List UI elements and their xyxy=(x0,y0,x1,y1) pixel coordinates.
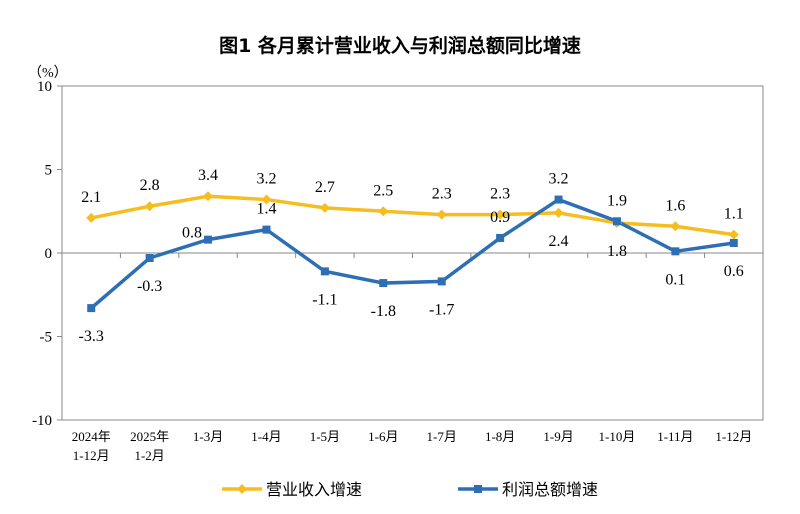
data-label: -1.7 xyxy=(429,301,454,318)
data-label: -1.1 xyxy=(312,291,337,308)
data-point xyxy=(553,207,564,218)
data-point xyxy=(729,238,738,247)
data-point xyxy=(262,225,271,234)
data-label: 2.8 xyxy=(140,177,160,194)
data-label: 1.9 xyxy=(607,192,627,209)
data-label: 3.2 xyxy=(549,171,569,188)
data-point xyxy=(145,254,154,263)
data-point xyxy=(728,229,739,240)
series-line xyxy=(90,194,735,237)
y-tick-label: 0 xyxy=(45,246,53,262)
legend-marker xyxy=(474,485,482,493)
data-label: 0.8 xyxy=(182,225,202,242)
legend-marker xyxy=(237,484,247,494)
y-tick-label: -10 xyxy=(32,413,52,429)
x-tick-label: 1-2月 xyxy=(134,448,164,463)
x-tick-label: 1-12月 xyxy=(73,448,110,463)
data-point xyxy=(670,221,681,232)
x-tick-label: 1-12月 xyxy=(715,429,752,444)
data-label: 3.2 xyxy=(256,171,276,188)
data-point xyxy=(261,194,272,205)
data-label: 0.1 xyxy=(665,271,685,288)
data-label: 0.9 xyxy=(490,209,510,226)
data-label: 2.3 xyxy=(432,186,452,203)
x-tick-label: 2024年 xyxy=(72,429,111,444)
data-label: 2.1 xyxy=(81,189,101,206)
data-label: 2.3 xyxy=(490,186,510,203)
data-label: -3.3 xyxy=(79,328,104,345)
data-point xyxy=(437,277,446,286)
legend-label: 营业收入增速 xyxy=(266,481,362,499)
data-point xyxy=(378,206,389,217)
data-point xyxy=(554,195,563,204)
y-tick-label: -5 xyxy=(40,330,53,346)
data-label: 1.8 xyxy=(607,243,627,260)
data-label: 3.4 xyxy=(198,167,218,184)
x-tick-label: 2025年 xyxy=(130,429,169,444)
x-tick-label: 1-9月 xyxy=(543,429,573,444)
data-point xyxy=(379,279,388,288)
data-label: 2.7 xyxy=(315,179,335,196)
y-tick-label: 10 xyxy=(37,79,52,95)
data-label: -1.8 xyxy=(371,303,396,320)
data-label: 1.1 xyxy=(724,206,744,223)
data-point xyxy=(612,217,621,226)
data-point xyxy=(144,201,155,212)
x-tick-label: 1-7月 xyxy=(427,429,457,444)
x-tick-label: 1-11月 xyxy=(657,429,693,444)
series-line xyxy=(90,197,735,310)
data-point xyxy=(203,191,214,202)
data-label: 2.5 xyxy=(373,182,393,199)
legend-label: 利润总额增速 xyxy=(502,481,598,499)
data-point xyxy=(319,202,330,213)
data-label: 2.4 xyxy=(549,233,569,250)
data-label: 1.6 xyxy=(665,197,685,214)
x-tick-label: 1-8月 xyxy=(485,429,515,444)
data-point xyxy=(496,233,505,242)
x-tick-label: 1-10月 xyxy=(599,429,636,444)
data-point xyxy=(436,209,447,220)
chart-title: 图1 各月累计营业收入与利润总额同比增速 xyxy=(219,34,581,57)
data-point xyxy=(495,209,506,220)
data-label: 0.6 xyxy=(724,263,744,280)
data-label: 1.4 xyxy=(256,201,276,218)
data-point xyxy=(204,235,213,244)
y-axis-unit: （%） xyxy=(28,65,68,81)
data-point xyxy=(86,212,97,223)
x-tick-label: 1-5月 xyxy=(310,429,340,444)
data-label: -0.3 xyxy=(137,278,162,295)
y-tick-label: 5 xyxy=(45,163,53,179)
data-point xyxy=(87,304,96,313)
legend-item: 营业收入增速 xyxy=(222,481,362,499)
x-tick-label: 1-6月 xyxy=(368,429,398,444)
x-tick-label: 1-3月 xyxy=(193,429,223,444)
data-point xyxy=(320,267,329,276)
legend-item: 利润总额增速 xyxy=(458,481,598,499)
data-point xyxy=(671,247,680,256)
x-tick-label: 1-4月 xyxy=(251,429,281,444)
